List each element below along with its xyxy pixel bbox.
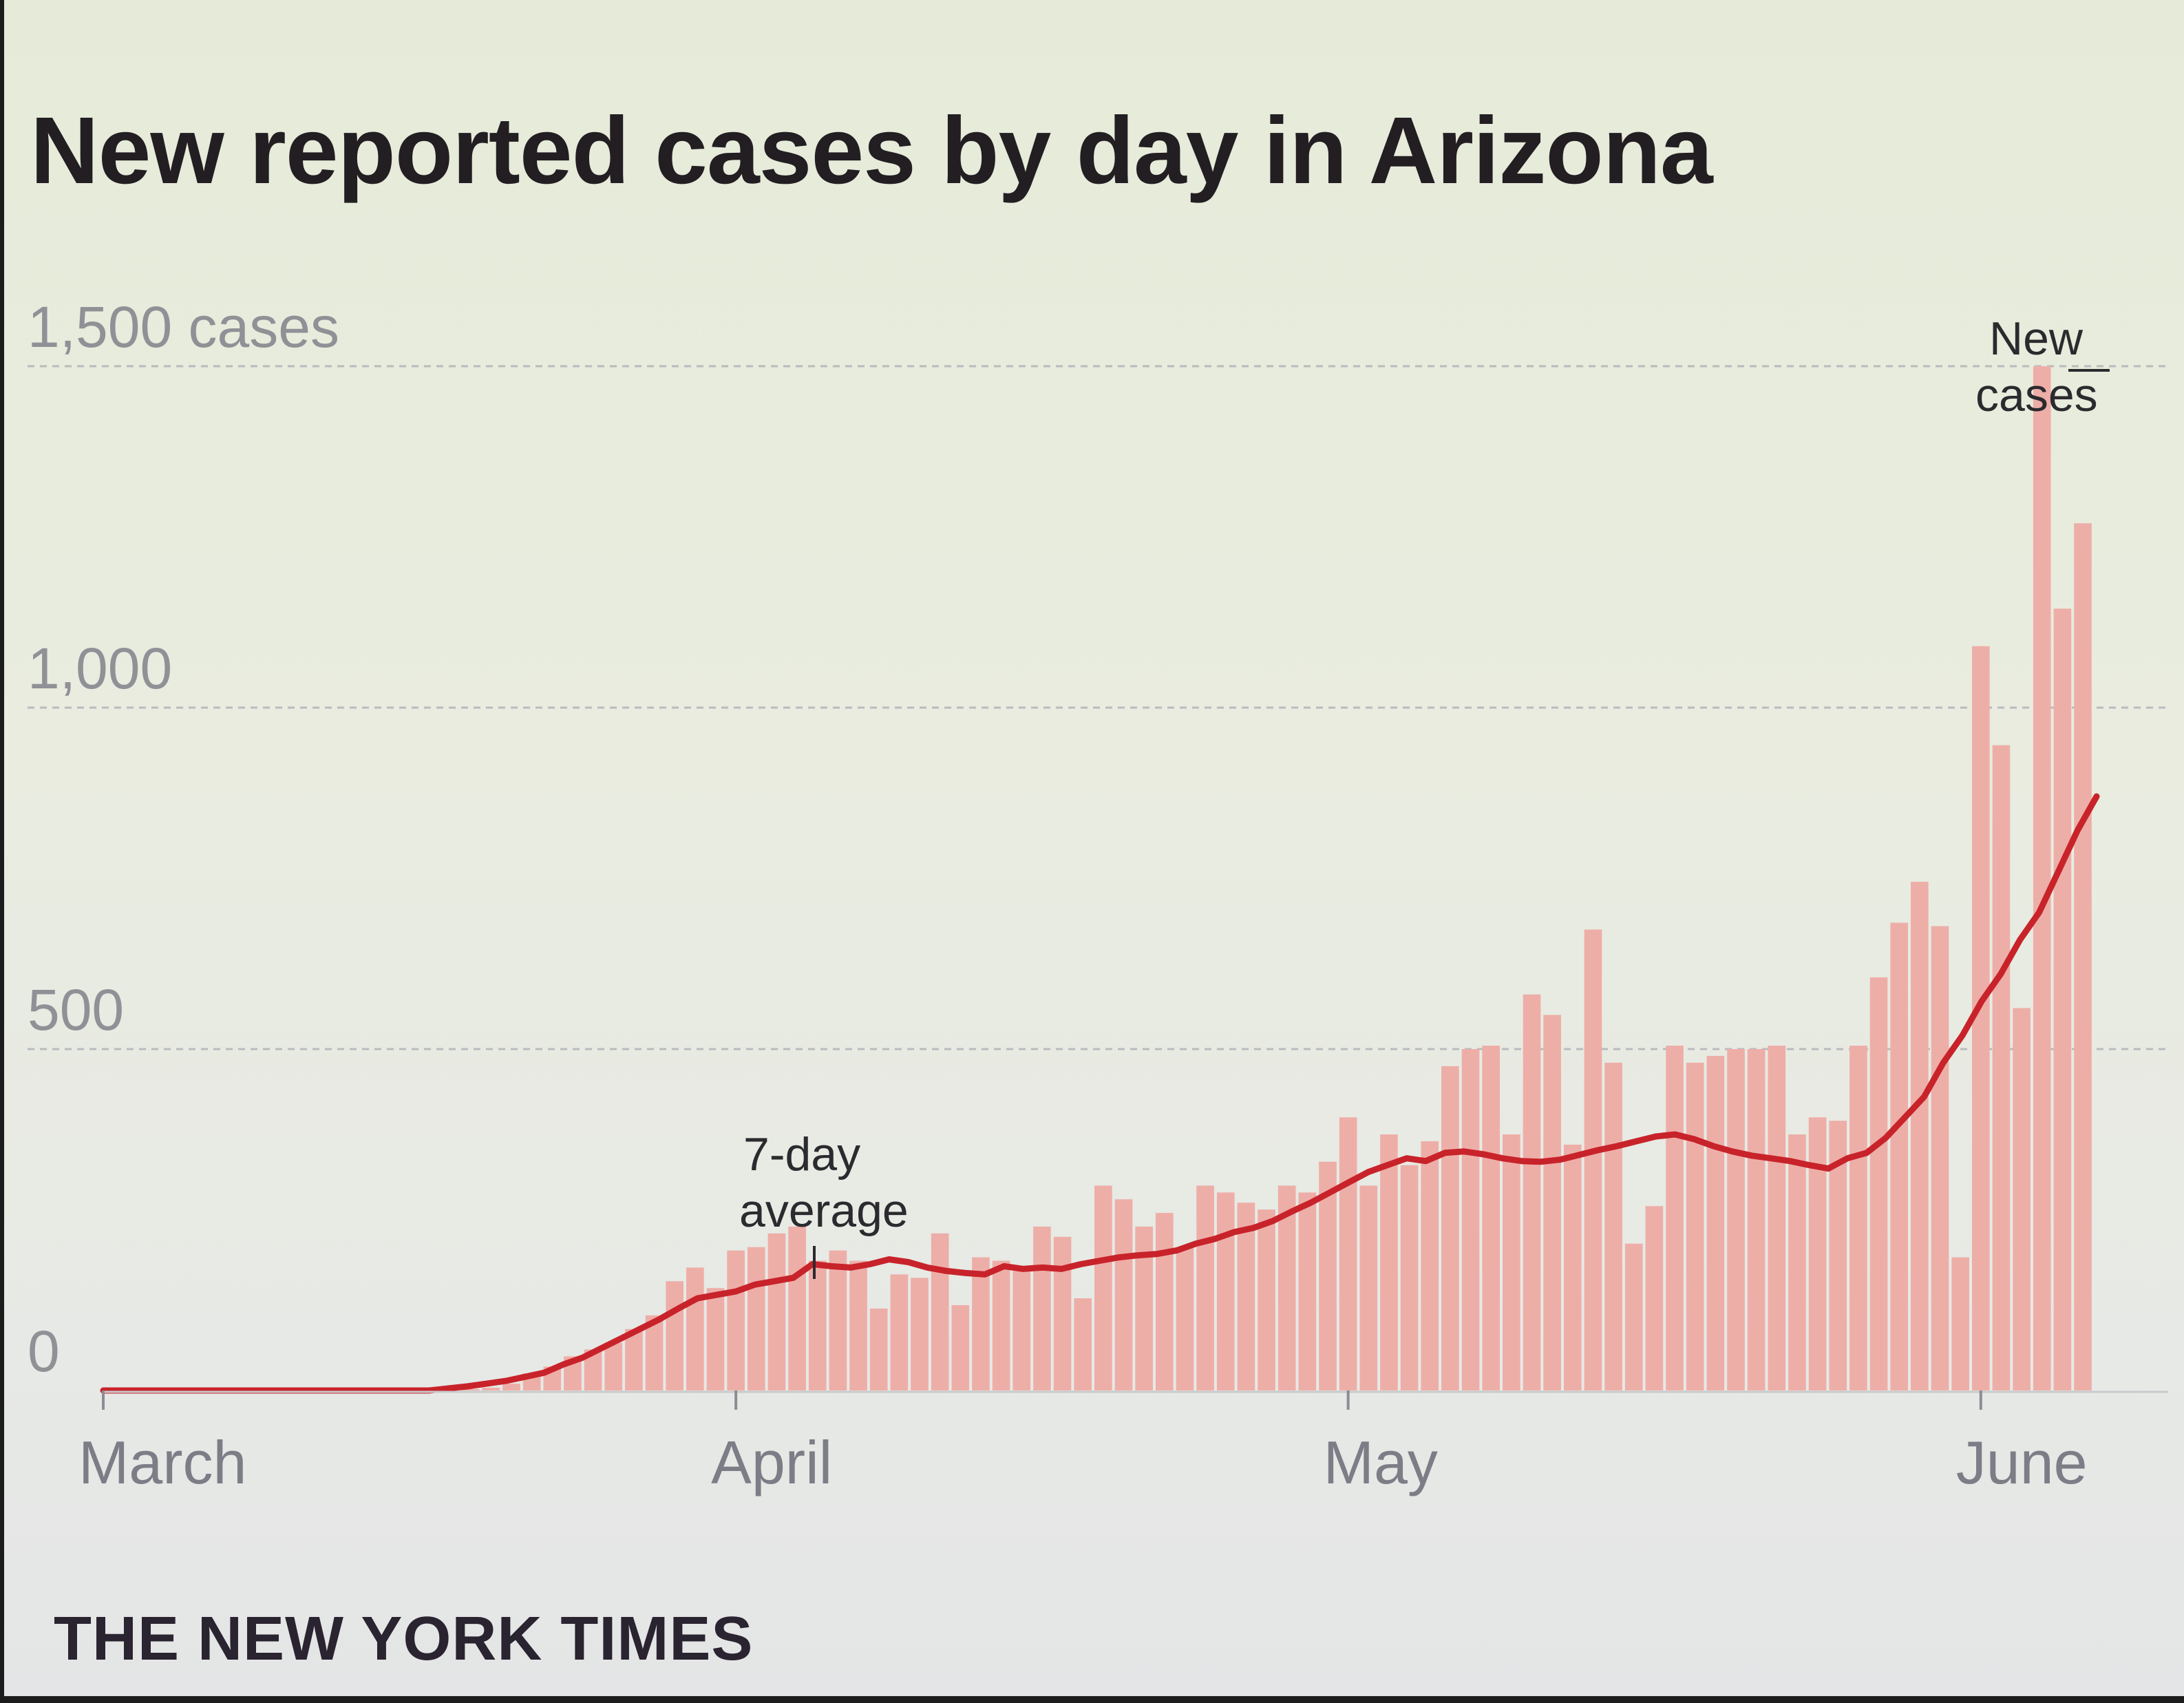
bar-new-cases [890, 1274, 909, 1390]
bar-new-cases [972, 1257, 990, 1390]
chart-title: New reported cases by day in Arizona [30, 98, 1713, 204]
bar-new-cases [849, 1260, 867, 1390]
bar-new-cases [2074, 523, 2092, 1391]
bar-new-cases [1808, 1117, 1827, 1390]
bar-new-cases [461, 1389, 480, 1390]
bar-new-cases [2053, 609, 2072, 1391]
annotation-7-day-average-line-2: average [739, 1185, 909, 1237]
annotation-7-day-average-line-1: 7-day [743, 1128, 860, 1181]
bar-new-cases [1339, 1117, 1357, 1390]
bar-new-cases [1482, 1046, 1501, 1390]
gridlines [28, 365, 2168, 1050]
bar-new-cases [1033, 1226, 1051, 1390]
bar-new-cases [1788, 1134, 1806, 1390]
bar-new-cases [1768, 1046, 1786, 1390]
y-tick-label-1000: 1,000 [28, 636, 172, 701]
bar-new-cases [1931, 926, 1949, 1390]
bar-new-cases [1400, 1165, 1419, 1390]
bar-new-cases [1992, 745, 2011, 1390]
y-tick-label-1500: 1,500 cases [28, 295, 339, 359]
y-axis: 0 500 1,000 1,500 cases [28, 295, 339, 1384]
bar-new-cases [1074, 1298, 1092, 1390]
bar-new-cases [1441, 1066, 1459, 1390]
bar-new-cases [1624, 1243, 1643, 1390]
bar-new-cases [788, 1226, 806, 1390]
x-axis: March April May June [78, 1390, 2168, 1496]
bar-new-cases [1053, 1236, 1072, 1390]
bar-new-cases [1237, 1203, 1255, 1390]
bar-new-cases [1359, 1185, 1378, 1390]
bar-new-cases [1094, 1185, 1112, 1390]
bar-series-new-cases [461, 366, 2092, 1391]
bar-new-cases [1380, 1134, 1398, 1390]
bar-new-cases [706, 1288, 725, 1390]
bar-new-cases [829, 1250, 847, 1390]
bar-new-cases [2033, 366, 2051, 1390]
bar-new-cases [604, 1342, 623, 1390]
bar-new-cases [1686, 1062, 1704, 1390]
x-tick-label-april: April [711, 1428, 832, 1496]
bar-new-cases [1543, 1015, 1561, 1390]
bar-new-cases [869, 1308, 888, 1390]
bar-new-cases [1911, 881, 1929, 1390]
bar-new-cases [808, 1260, 827, 1390]
annotation-new-cases-line-1: New [1989, 313, 2084, 365]
bar-new-cases [1135, 1226, 1153, 1390]
bar-new-cases [1298, 1192, 1317, 1390]
bar-new-cases [992, 1260, 1010, 1390]
bar-new-cases [1666, 1046, 1684, 1390]
bar-new-cases [1645, 1206, 1664, 1390]
bar-new-cases [1890, 922, 1909, 1390]
bar-new-cases [2013, 1008, 2031, 1390]
x-tick-label-june: June [1956, 1428, 2088, 1496]
bar-new-cases [727, 1250, 745, 1390]
x-tick-label-march: March [78, 1428, 247, 1496]
bar-new-cases [502, 1384, 520, 1390]
bar-new-cases [1114, 1199, 1133, 1390]
bar-new-cases [1258, 1209, 1275, 1390]
line-series-7-day-average [100, 793, 2100, 1394]
bar-new-cases [1869, 977, 1888, 1390]
bar-new-cases [1727, 1049, 1745, 1390]
bar-new-cases [951, 1305, 970, 1390]
bar-new-cases [625, 1329, 643, 1390]
bar-new-cases [1563, 1144, 1582, 1390]
bar-new-cases [666, 1281, 684, 1390]
bar-new-cases [1849, 1046, 1867, 1390]
bar-new-cases [1706, 1055, 1725, 1390]
bar-new-cases [1523, 994, 1541, 1390]
line-7-day-average [100, 793, 2100, 1394]
bar-new-cases [1196, 1185, 1214, 1390]
bar-new-cases [1604, 1062, 1622, 1390]
y-tick-label-0: 0 [28, 1319, 60, 1384]
source-credit: THE NEW YORK TIMES [54, 1605, 754, 1673]
bar-new-cases [1747, 1049, 1766, 1390]
bar-new-cases [1013, 1271, 1031, 1390]
annotation-new-cases-line-2: cases [1975, 369, 2098, 421]
bar-new-cases [1503, 1134, 1520, 1390]
bar-new-cases [767, 1233, 786, 1390]
bar-new-cases [1216, 1192, 1235, 1390]
bar-new-cases [482, 1388, 500, 1390]
bar-new-cases [931, 1233, 949, 1390]
bar-new-cases [1951, 1257, 1969, 1390]
bar-new-cases [911, 1278, 929, 1390]
bar-new-cases [1461, 1049, 1480, 1390]
x-tick-label-may: May [1324, 1428, 1438, 1496]
y-tick-label-500: 500 [28, 977, 124, 1042]
bar-new-cases [1155, 1213, 1174, 1390]
bar-new-cases [1421, 1141, 1439, 1390]
bar-new-cases [747, 1247, 765, 1390]
bar-new-cases [1584, 929, 1602, 1390]
bar-new-cases [1176, 1247, 1194, 1390]
bar-new-cases [686, 1267, 704, 1390]
